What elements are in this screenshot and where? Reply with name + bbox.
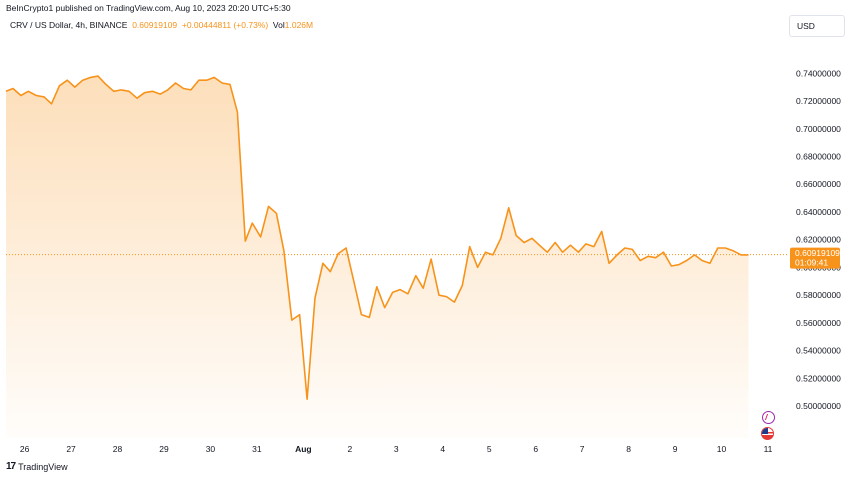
y-tick-label: 0.66000000 bbox=[796, 179, 841, 189]
y-tick-label: 0.68000000 bbox=[796, 151, 841, 161]
us-flag-icon[interactable] bbox=[761, 427, 774, 440]
y-tick-label: 0.52000000 bbox=[796, 373, 841, 383]
x-tick-label: 3 bbox=[394, 444, 399, 454]
candle-countdown: 01:09:41 bbox=[795, 258, 828, 268]
x-tick-label: 26 bbox=[20, 444, 30, 454]
symbol-legend: CRV / US Dollar, 4h, BINANCE 0.60919109 … bbox=[10, 20, 313, 30]
x-tick-label: 10 bbox=[717, 444, 727, 454]
lightning-icon[interactable] bbox=[762, 411, 775, 424]
last-value: 0.60919109 bbox=[132, 20, 178, 30]
x-tick-label: 29 bbox=[159, 444, 169, 454]
symbol-title: CRV / US Dollar, 4h, BINANCE bbox=[10, 20, 128, 30]
x-tick-label: 5 bbox=[487, 444, 492, 454]
x-tick-label: 8 bbox=[626, 444, 631, 454]
current-price-label bbox=[790, 247, 840, 269]
x-tick-label: 9 bbox=[673, 444, 678, 454]
y-tick-label: 0.72000000 bbox=[796, 96, 841, 106]
x-tick-label: 27 bbox=[66, 444, 76, 454]
y-tick-label: 0.58000000 bbox=[796, 290, 841, 300]
x-tick-label: 4 bbox=[440, 444, 445, 454]
x-tick-label: 2 bbox=[347, 444, 352, 454]
y-tick-label: 0.74000000 bbox=[796, 68, 841, 78]
x-tick-label: 31 bbox=[252, 444, 262, 454]
volume-label: Vol bbox=[272, 20, 285, 30]
y-tick-label: 0.56000000 bbox=[796, 318, 841, 328]
series-line bbox=[5, 75, 749, 401]
footer-brand: TradingView bbox=[18, 461, 68, 472]
x-tick-label: Aug bbox=[295, 444, 312, 454]
published-line: BeInCrypto1 published on TradingView.com… bbox=[6, 3, 291, 13]
x-tick-label: 6 bbox=[533, 444, 538, 454]
x-tick-label: 7 bbox=[580, 444, 585, 454]
price-change: +0.00444811 (+0.73%) bbox=[181, 20, 269, 30]
y-tick-label: 0.64000000 bbox=[796, 207, 841, 217]
volume-value: 1.026M bbox=[284, 20, 314, 30]
y-tick-label: 0.70000000 bbox=[796, 124, 841, 134]
y-tick-label: 0.54000000 bbox=[796, 346, 841, 356]
y-tick-label: 0.62000000 bbox=[796, 235, 841, 245]
y-tick-label: 0.50000000 bbox=[796, 401, 841, 411]
tradingview-logo[interactable]: 17 TradingView bbox=[6, 461, 68, 472]
currency-selector[interactable]: USD bbox=[789, 15, 845, 37]
series-area bbox=[6, 76, 749, 438]
tradingview-mark-icon: 17 bbox=[6, 461, 16, 472]
current-price-value: 0.60919109 bbox=[795, 248, 840, 258]
x-tick-label: 28 bbox=[113, 444, 123, 454]
x-tick-label: 30 bbox=[206, 444, 216, 454]
x-tick-label: 11 bbox=[764, 444, 773, 454]
